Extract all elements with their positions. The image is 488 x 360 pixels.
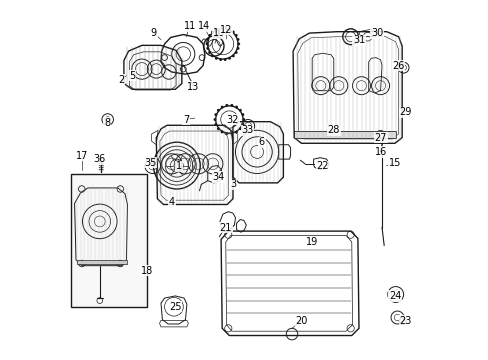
Circle shape xyxy=(237,42,240,45)
Bar xyxy=(71,174,146,307)
Circle shape xyxy=(236,47,239,50)
Circle shape xyxy=(242,118,244,121)
Text: 5: 5 xyxy=(129,71,135,81)
Circle shape xyxy=(227,28,230,31)
Text: 11: 11 xyxy=(183,21,196,31)
Circle shape xyxy=(219,58,222,61)
Text: 23: 23 xyxy=(399,316,411,326)
Circle shape xyxy=(205,42,208,45)
Polygon shape xyxy=(294,131,395,138)
Circle shape xyxy=(211,54,214,57)
Text: 24: 24 xyxy=(388,291,400,301)
Text: 12: 12 xyxy=(219,24,231,35)
Text: 28: 28 xyxy=(327,125,339,135)
Text: 34: 34 xyxy=(212,172,224,182)
Text: 27: 27 xyxy=(374,132,386,143)
Text: 16: 16 xyxy=(374,147,386,157)
Text: 10: 10 xyxy=(212,28,224,38)
Circle shape xyxy=(214,123,217,126)
Circle shape xyxy=(219,27,222,30)
Circle shape xyxy=(235,105,238,108)
Text: 13: 13 xyxy=(187,82,199,92)
Circle shape xyxy=(225,132,228,135)
Text: 7: 7 xyxy=(183,114,189,125)
Text: 3: 3 xyxy=(229,179,236,189)
Text: 17: 17 xyxy=(76,150,88,161)
Text: 6: 6 xyxy=(258,137,264,147)
Circle shape xyxy=(230,132,233,135)
Circle shape xyxy=(213,118,216,121)
Circle shape xyxy=(231,31,234,33)
Circle shape xyxy=(236,38,239,41)
Text: 31: 31 xyxy=(352,35,365,45)
Text: 8: 8 xyxy=(104,118,110,128)
Text: 2: 2 xyxy=(118,75,124,85)
Circle shape xyxy=(214,57,217,60)
Text: 36: 36 xyxy=(94,154,106,164)
Circle shape xyxy=(235,131,238,134)
Text: 18: 18 xyxy=(140,266,152,276)
Text: 35: 35 xyxy=(143,158,156,168)
Circle shape xyxy=(223,58,226,61)
Text: 9: 9 xyxy=(150,28,157,38)
Circle shape xyxy=(231,54,234,57)
Text: 26: 26 xyxy=(391,60,404,71)
Circle shape xyxy=(217,127,219,130)
Text: 21: 21 xyxy=(219,222,231,233)
Text: 25: 25 xyxy=(169,302,181,312)
Text: 22: 22 xyxy=(316,161,328,171)
Circle shape xyxy=(241,113,244,116)
Text: 19: 19 xyxy=(305,237,318,247)
Circle shape xyxy=(227,57,230,60)
Circle shape xyxy=(234,51,237,54)
Circle shape xyxy=(239,109,242,112)
Text: 15: 15 xyxy=(388,158,400,168)
Text: 20: 20 xyxy=(295,316,307,326)
Text: 4: 4 xyxy=(168,197,175,207)
Polygon shape xyxy=(77,260,127,264)
Circle shape xyxy=(220,131,223,134)
Circle shape xyxy=(206,38,209,41)
Circle shape xyxy=(208,51,211,54)
Circle shape xyxy=(230,104,233,107)
Circle shape xyxy=(211,31,214,33)
Circle shape xyxy=(214,113,217,116)
Circle shape xyxy=(225,104,228,107)
Circle shape xyxy=(241,123,244,126)
Circle shape xyxy=(206,47,209,50)
Circle shape xyxy=(223,27,226,30)
Circle shape xyxy=(208,34,211,37)
Text: 32: 32 xyxy=(226,114,239,125)
Circle shape xyxy=(217,109,219,112)
Text: 30: 30 xyxy=(370,28,382,38)
Circle shape xyxy=(220,105,223,108)
Circle shape xyxy=(239,127,242,130)
Text: 14: 14 xyxy=(198,21,210,31)
Text: 1: 1 xyxy=(176,161,182,171)
Circle shape xyxy=(234,34,237,37)
Text: 29: 29 xyxy=(399,107,411,117)
Text: 33: 33 xyxy=(241,125,253,135)
Circle shape xyxy=(214,28,217,31)
